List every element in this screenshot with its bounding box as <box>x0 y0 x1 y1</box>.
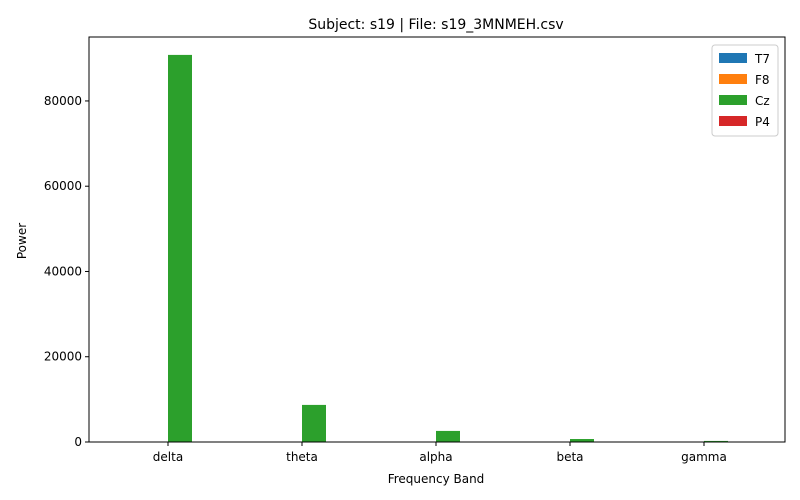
y-tick-label: 60000 <box>44 179 82 193</box>
legend: T7 F8 Cz P4 <box>711 44 779 137</box>
x-tick-label: alpha <box>419 450 452 464</box>
x-tick-label: theta <box>286 450 318 464</box>
legend-label-T7: T7 <box>754 52 770 66</box>
y-tick-label: 20000 <box>44 350 82 364</box>
bar-Cz-delta <box>168 54 192 442</box>
y-tick-label: 0 <box>74 435 82 449</box>
y-tick-label: 40000 <box>44 264 82 278</box>
x-tick-label: gamma <box>681 450 727 464</box>
y-tick-label: 80000 <box>44 94 82 108</box>
legend-label-Cz: Cz <box>755 94 770 108</box>
legend-swatch-T7 <box>719 53 747 63</box>
legend-label-P4: P4 <box>755 115 770 129</box>
bar-Cz-beta <box>570 439 594 442</box>
legend-box <box>711 44 779 137</box>
chart-title: Subject: s19 | File: s19_3MNMEH.csv <box>308 17 563 33</box>
x-axis-label: Frequency Band <box>388 472 485 486</box>
bar-Cz-alpha <box>436 430 460 442</box>
x-tick-label: delta <box>153 450 183 464</box>
bar-Cz-gamma <box>704 440 728 442</box>
bar-Cz-theta <box>302 404 326 442</box>
plot-area: delta theta alpha beta gamma 0 20000 40000 60000… <box>44 36 786 464</box>
x-tick-label: beta <box>556 450 583 464</box>
legend-swatch-F8 <box>719 74 747 84</box>
y-axis-label: Power <box>15 223 29 259</box>
legend-swatch-P4 <box>719 116 747 126</box>
axes-frame <box>88 36 786 443</box>
legend-swatch-Cz <box>719 95 747 105</box>
legend-label-F8: F8 <box>755 73 770 87</box>
